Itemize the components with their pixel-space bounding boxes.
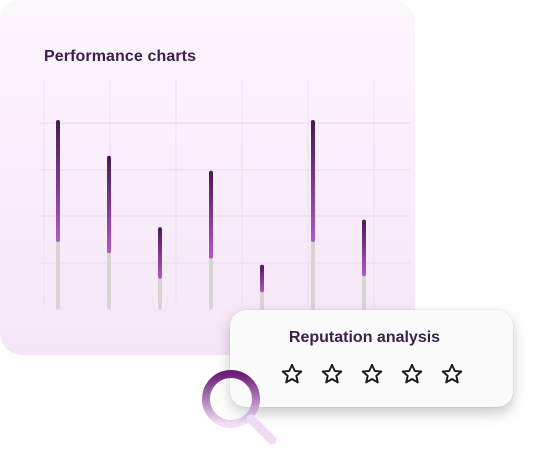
performance-card: Performance charts: [0, 0, 415, 355]
chart-bar-fill: [56, 120, 60, 242]
star-icon[interactable]: [280, 362, 304, 386]
star-icon[interactable]: [320, 362, 344, 386]
chart-bar-fill: [107, 155, 111, 254]
reputation-title: Reputation analysis: [288, 329, 441, 346]
chart-bar-fill: [362, 219, 366, 277]
chart-bar-fill: [260, 264, 264, 293]
star-icon[interactable]: [440, 362, 464, 386]
star-icon[interactable]: [400, 362, 424, 386]
star-rating[interactable]: [280, 362, 464, 386]
performance-chart: [40, 80, 410, 310]
performance-title: Performance charts: [44, 48, 197, 65]
magnifier-icon: [202, 370, 277, 445]
chart-bar: [56, 120, 60, 310]
chart-bar: [362, 219, 366, 310]
chart-bar: [209, 170, 213, 310]
chart-grid: [40, 80, 410, 308]
chart-bar-fill: [311, 120, 315, 242]
chart-bar-fill: [209, 170, 213, 259]
star-icon[interactable]: [360, 362, 384, 386]
chart-bar: [260, 264, 264, 310]
chart-bar: [158, 227, 162, 310]
reputation-card: Reputation analysis: [230, 310, 513, 407]
chart-bar: [107, 155, 111, 310]
chart-bar-fill: [158, 227, 162, 279]
chart-bars: [56, 120, 366, 310]
chart-bar: [311, 120, 315, 310]
